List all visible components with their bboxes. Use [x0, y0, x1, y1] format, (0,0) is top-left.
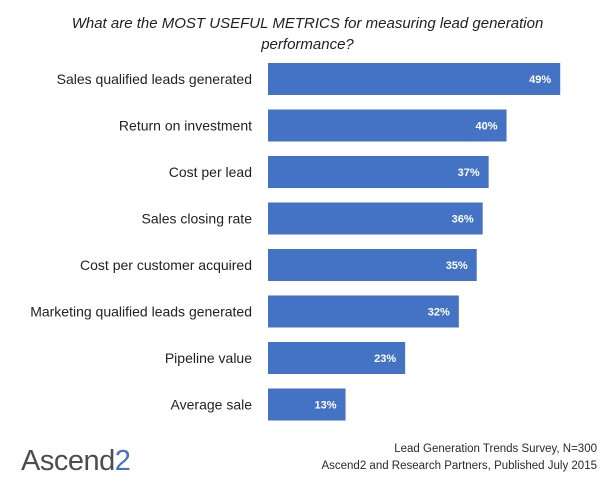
- category-label: Average sale: [171, 397, 253, 413]
- ascend2-logo: Ascend2: [21, 445, 131, 476]
- category-label: Sales closing rate: [141, 211, 252, 227]
- source-line-1: Lead Generation Trends Survey, N=300: [394, 443, 597, 455]
- source-line-2: Ascend2 and Research Partners, Published…: [321, 460, 597, 472]
- category-label: Cost per lead: [169, 164, 252, 180]
- logo-text-main: Ascend: [21, 445, 115, 476]
- bar: [268, 295, 459, 328]
- bar: [268, 63, 561, 95]
- value-label: 37%: [458, 167, 480, 179]
- category-label: Marketing qualified leads generated: [30, 304, 252, 320]
- bar: [268, 249, 477, 281]
- value-label: 36%: [452, 214, 474, 226]
- source-note: Lead Generation Trends Survey, N=300 Asc…: [321, 441, 597, 475]
- logo-text-accent: 2: [115, 445, 131, 476]
- category-label: Return on investment: [119, 118, 252, 134]
- bar: [268, 202, 483, 235]
- chart-title: What are the MOST USEFUL METRICS for mea…: [71, 15, 544, 53]
- svg-text:Ascend2: Ascend2: [21, 445, 130, 476]
- value-label: 35%: [446, 260, 468, 272]
- bar: [268, 342, 406, 374]
- value-label: 32%: [428, 307, 450, 319]
- bar: [268, 156, 489, 188]
- value-label: 49%: [529, 74, 551, 86]
- value-label: 40%: [476, 121, 498, 133]
- category-label: Pipeline value: [165, 350, 252, 366]
- bar: [268, 109, 507, 142]
- value-label: 13%: [314, 400, 336, 412]
- category-label: Cost per customer acquired: [80, 257, 252, 273]
- category-label: Sales qualified leads generated: [57, 71, 252, 87]
- bar: [268, 388, 346, 421]
- value-label: 23%: [374, 353, 396, 365]
